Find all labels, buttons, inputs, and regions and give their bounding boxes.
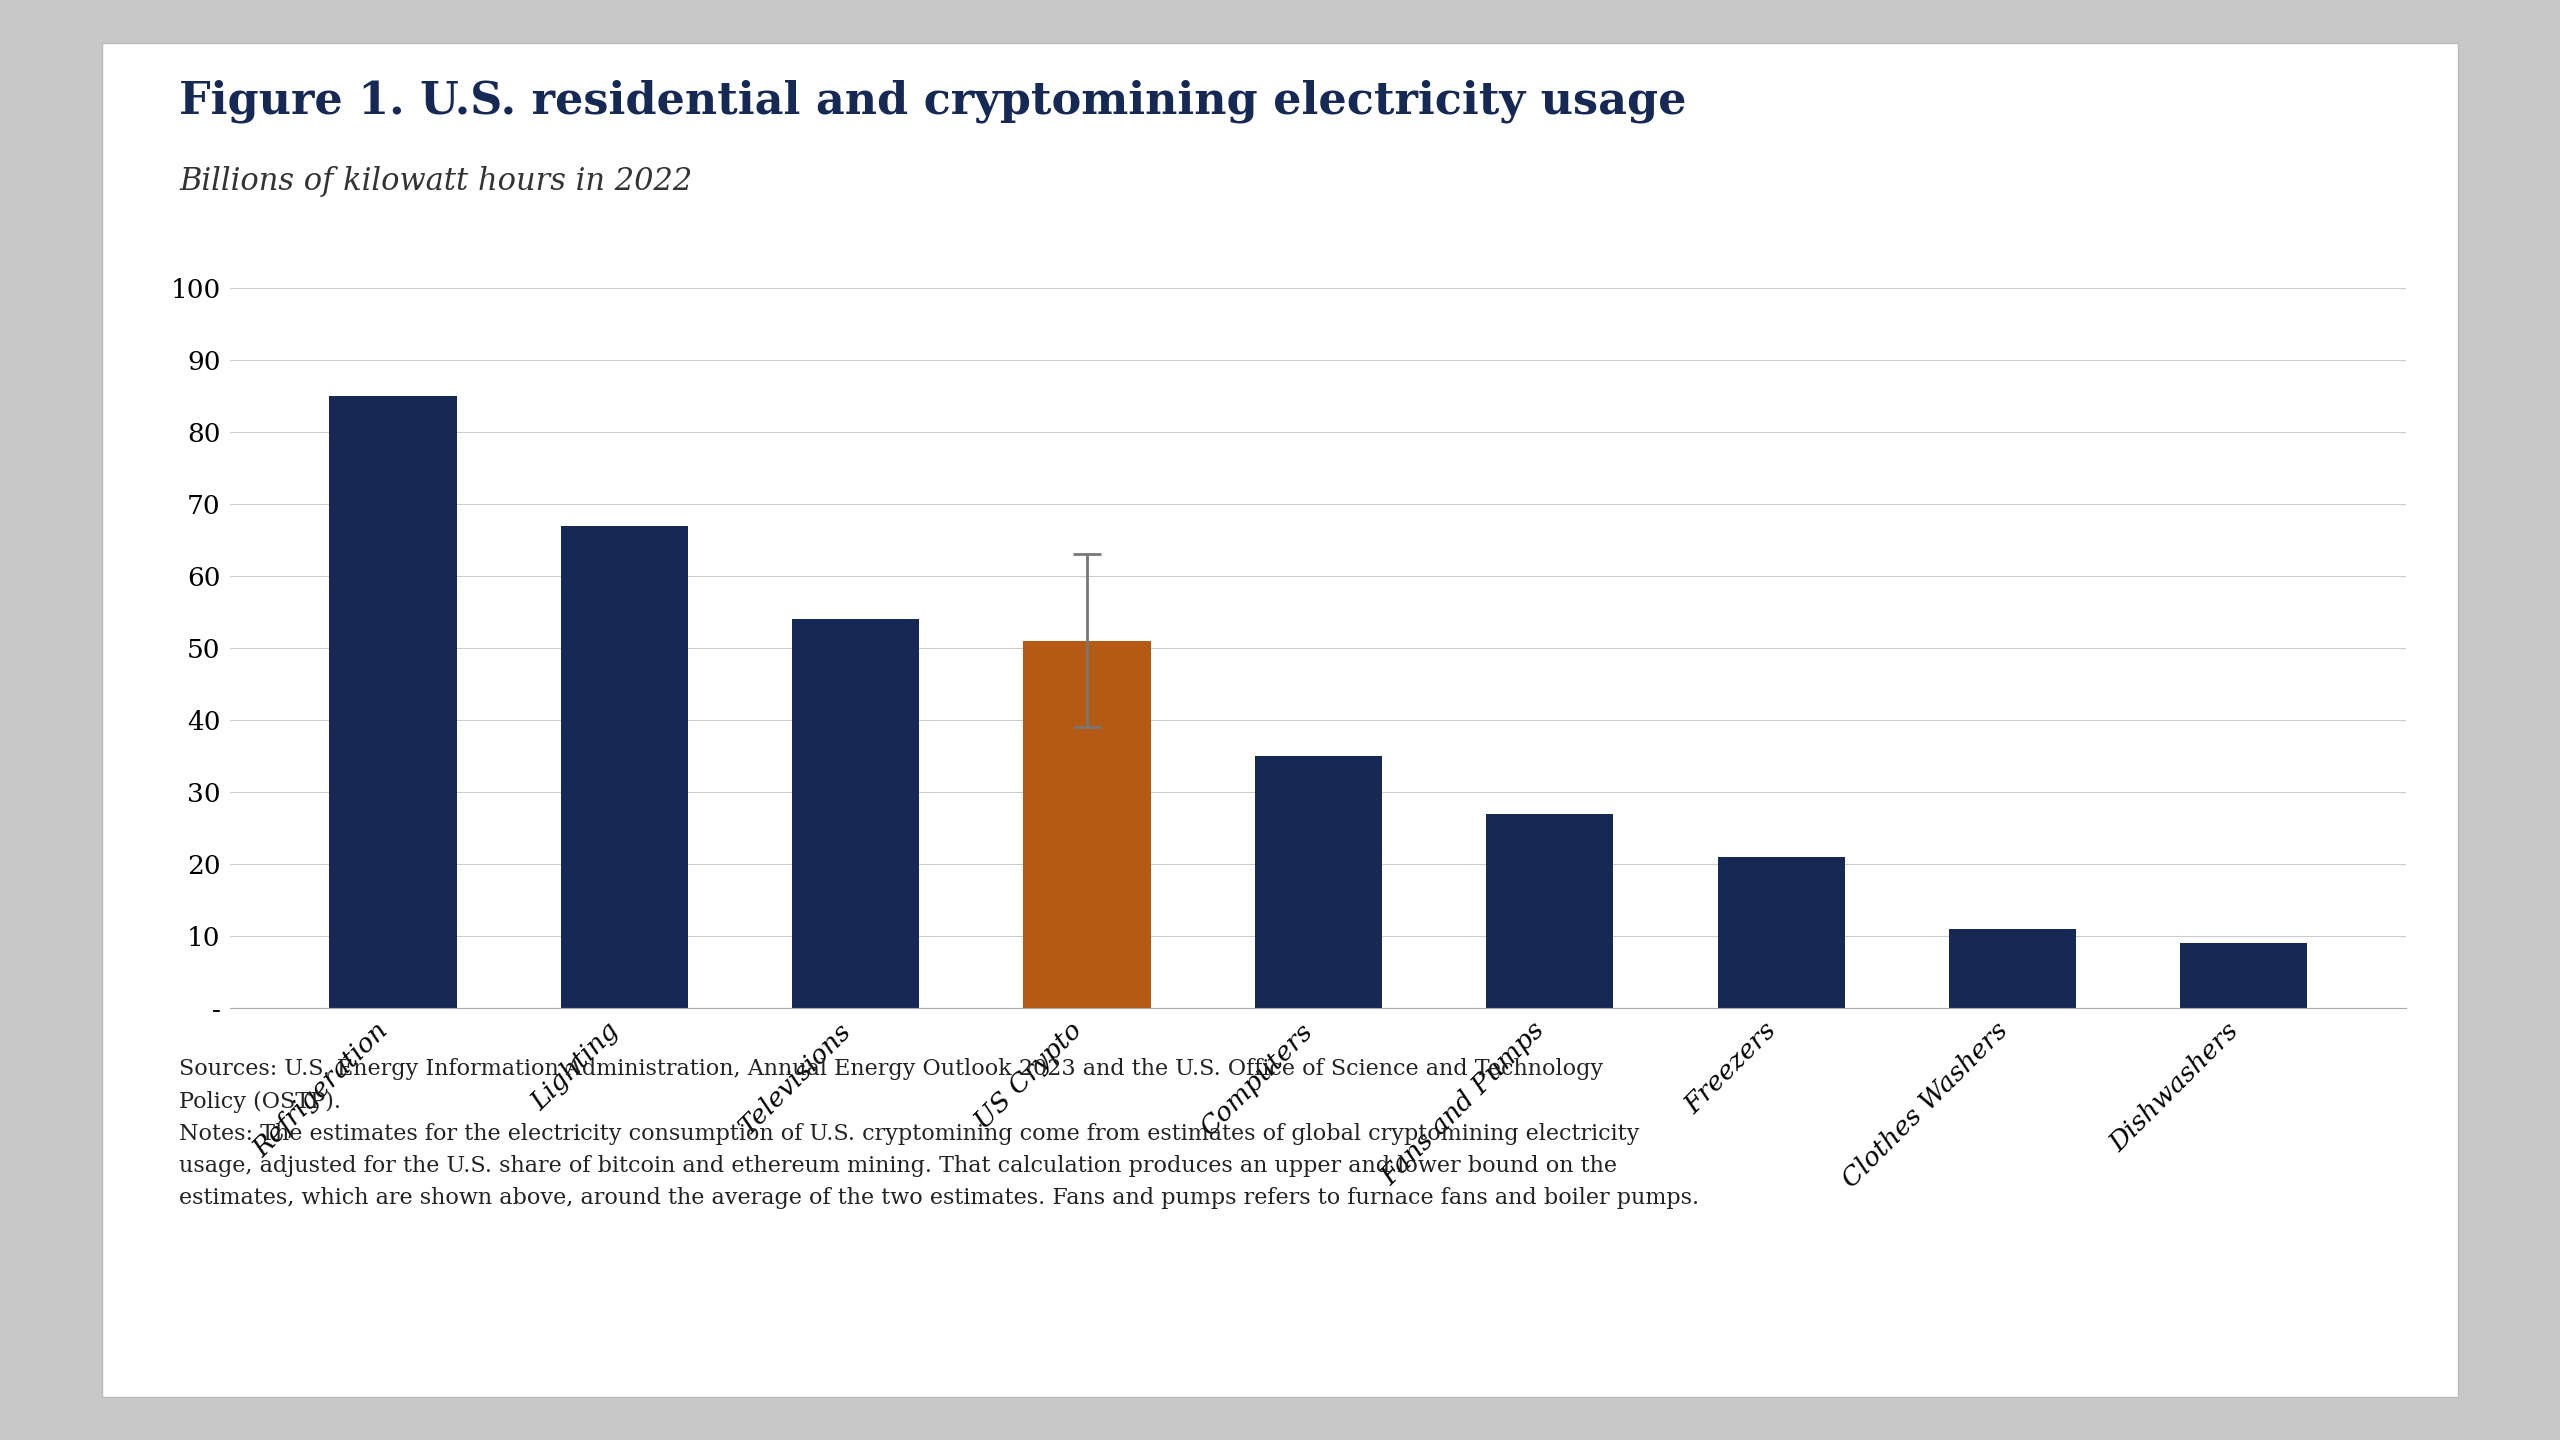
Text: Figure 1. U.S. residential and cryptomining electricity usage: Figure 1. U.S. residential and cryptomin…	[179, 79, 1687, 122]
Bar	[1024, 641, 1149, 1008]
Bar	[791, 619, 919, 1008]
Bar	[330, 396, 456, 1008]
Bar	[1948, 929, 2076, 1008]
Bar	[2181, 943, 2307, 1008]
Bar	[1254, 756, 1382, 1008]
Text: Sources: U.S. Energy Information Administration, Annual Energy Outlook 2023 and : Sources: U.S. Energy Information Adminis…	[179, 1058, 1700, 1210]
Bar	[1718, 857, 1846, 1008]
Bar	[561, 526, 689, 1008]
Text: Billions of kilowatt hours in 2022: Billions of kilowatt hours in 2022	[179, 166, 691, 197]
Bar	[1487, 814, 1613, 1008]
